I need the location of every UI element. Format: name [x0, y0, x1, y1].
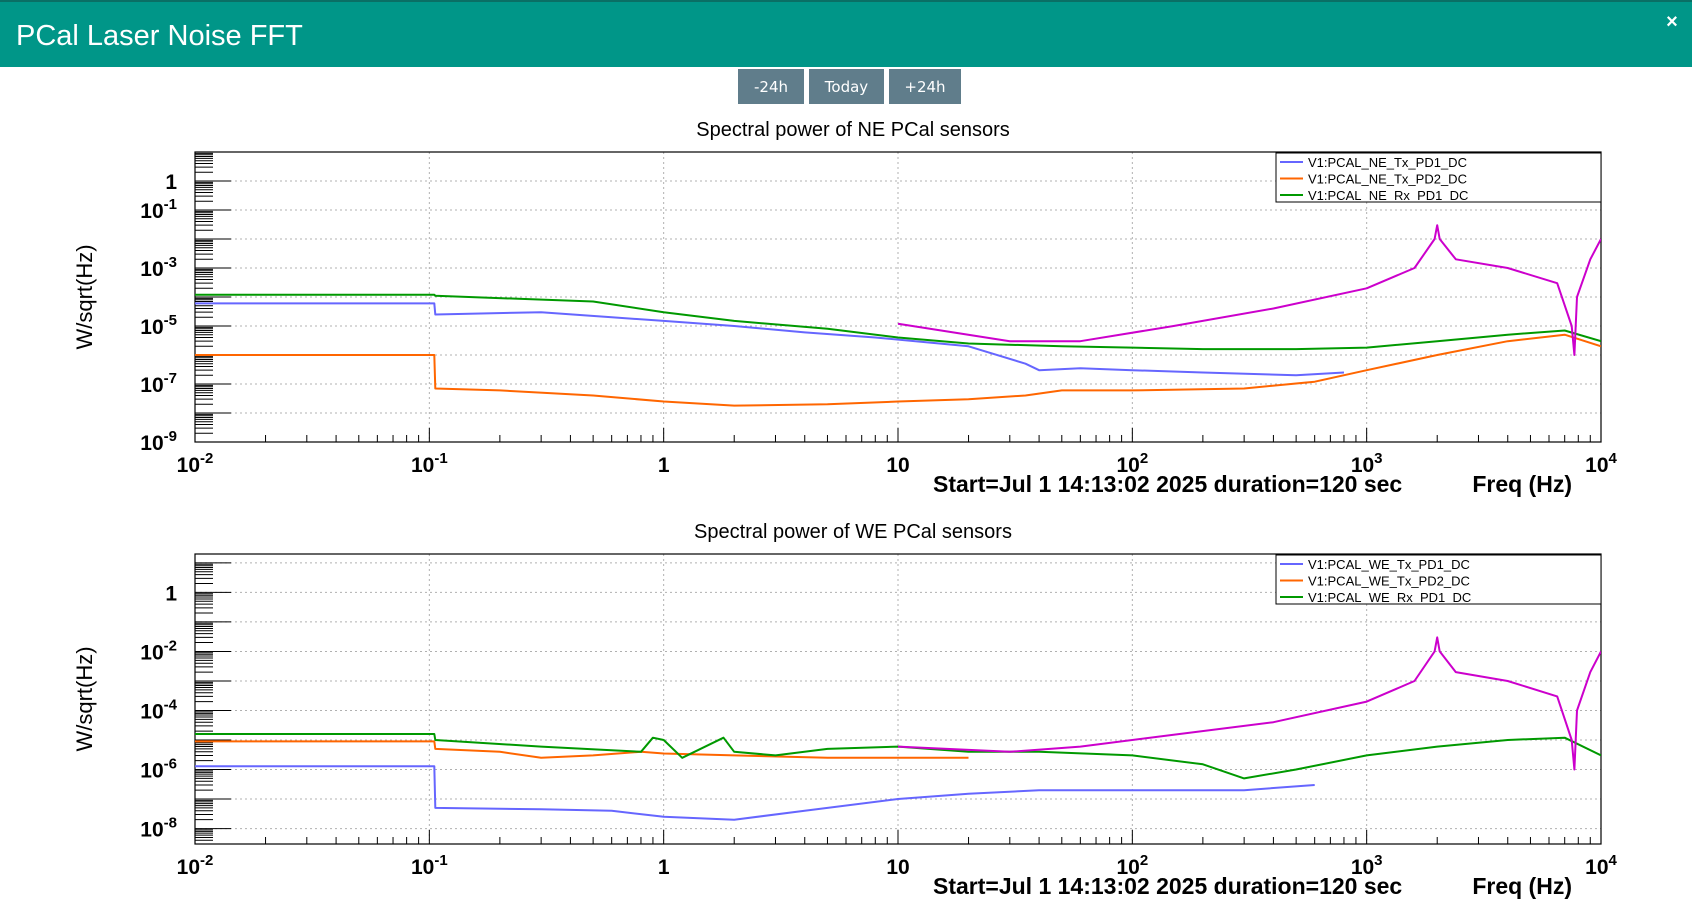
ne-chart-title: Spectral power of NE PCal sensors	[696, 119, 1009, 141]
legend-box	[1275, 554, 1602, 605]
we-y-axis-label: W/sqrt(Hz)	[72, 646, 97, 751]
legend-entry: V1:PCAL_WE_Tx_PD2_DC	[1308, 574, 1470, 589]
y-tick-label: 10-6	[140, 756, 177, 783]
legend-entry: V1:PCAL_NE_Tx_PD1_DC	[1308, 155, 1467, 170]
y-tick-label: 10-4	[140, 696, 177, 723]
legend-entry: V1:PCAL_NE_Tx_PD2_DC	[1308, 172, 1467, 187]
ne-x-axis-label: Freq (Hz)	[1472, 471, 1572, 497]
legend-entry: V1:PCAL_WE_Tx_PD1_DC	[1308, 557, 1470, 572]
window-header: PCal Laser Noise FFT ×	[0, 2, 1692, 67]
x-tick-label: 1	[658, 856, 670, 879]
ne-series-3-line	[897, 224, 1601, 356]
y-tick-label: 10-9	[140, 428, 177, 455]
x-tick-label: 10	[886, 856, 909, 879]
ne-series-group	[195, 224, 1601, 407]
y-tick-label: 1	[165, 171, 177, 194]
legend-box	[1275, 152, 1602, 203]
we-series-1-line	[195, 740, 969, 759]
prev-24h-button[interactable]: -24h	[738, 69, 804, 104]
x-tick-label: 102	[1116, 852, 1148, 879]
we-legend: V1:PCAL_WE_Tx_PD1_DC V1:PCAL_WE_Tx_PD2_DC…	[1275, 554, 1602, 605]
x-tick-label: 104	[1585, 450, 1617, 477]
x-tick-label: 102	[1116, 450, 1148, 477]
x-tick-label: 10-2	[177, 852, 214, 879]
x-tick-label: 10	[886, 454, 909, 477]
window-title: PCal Laser Noise FFT	[16, 20, 303, 52]
we-ticks	[194, 553, 1591, 845]
we-series-group	[195, 636, 1601, 821]
x-tick-label: 104	[1585, 852, 1617, 879]
x-tick-label: 10-1	[411, 450, 448, 477]
y-tick-label: 1	[165, 582, 177, 605]
we-chart: Spectral power of WE PCal sensors 10-2 10-…	[0, 510, 1692, 910]
next-24h-button[interactable]: +24h	[889, 69, 961, 104]
ne-legend: V1:PCAL_NE_Tx_PD1_DC V1:PCAL_NE_Tx_PD2_DC…	[1275, 152, 1602, 203]
x-tick-label: 103	[1351, 852, 1383, 879]
ne-series-0-line	[195, 302, 1345, 377]
y-tick-label: 10-7	[140, 370, 177, 397]
ne-chart: Spectral power of NE PCal sensors 10-2 10-…	[0, 108, 1692, 508]
we-series-2-line	[195, 733, 1601, 780]
date-navigation: -24h Today +24h	[0, 69, 1692, 105]
today-button[interactable]: Today	[809, 69, 884, 104]
x-tick-label: 10-1	[411, 852, 448, 879]
y-tick-label: 10-1	[140, 196, 177, 223]
ne-series-2-line	[195, 293, 1601, 351]
we-annotation: Start=Jul 1 14:13:02 2025 duration=120 s…	[933, 873, 1402, 899]
close-icon[interactable]: ×	[1666, 11, 1678, 33]
ne-ticks	[194, 152, 1591, 443]
we-chart-title: Spectral power of WE PCal sensors	[694, 521, 1012, 543]
we-series-3-line	[897, 636, 1601, 771]
ne-y-axis-label: W/sqrt(Hz)	[72, 244, 97, 349]
y-tick-label: 10-5	[140, 312, 177, 339]
y-tick-label: 10-2	[140, 637, 177, 664]
we-series-0-line	[195, 765, 1315, 821]
legend-entry: V1:PCAL_WE_Rx_PD1_DC	[1308, 590, 1471, 605]
we-x-axis-label: Freq (Hz)	[1472, 873, 1572, 899]
x-tick-label: 103	[1351, 450, 1383, 477]
x-tick-label: 1	[658, 454, 670, 477]
ne-series-1-line	[195, 333, 1601, 407]
top-border	[0, 0, 1692, 2]
y-tick-label: 10-3	[140, 254, 177, 281]
legend-entry: V1:PCAL_NE_Rx_PD1_DC	[1308, 188, 1468, 203]
ne-annotation: Start=Jul 1 14:13:02 2025 duration=120 s…	[933, 471, 1402, 497]
y-tick-label: 10-8	[140, 815, 177, 842]
x-tick-label: 10-2	[177, 450, 214, 477]
